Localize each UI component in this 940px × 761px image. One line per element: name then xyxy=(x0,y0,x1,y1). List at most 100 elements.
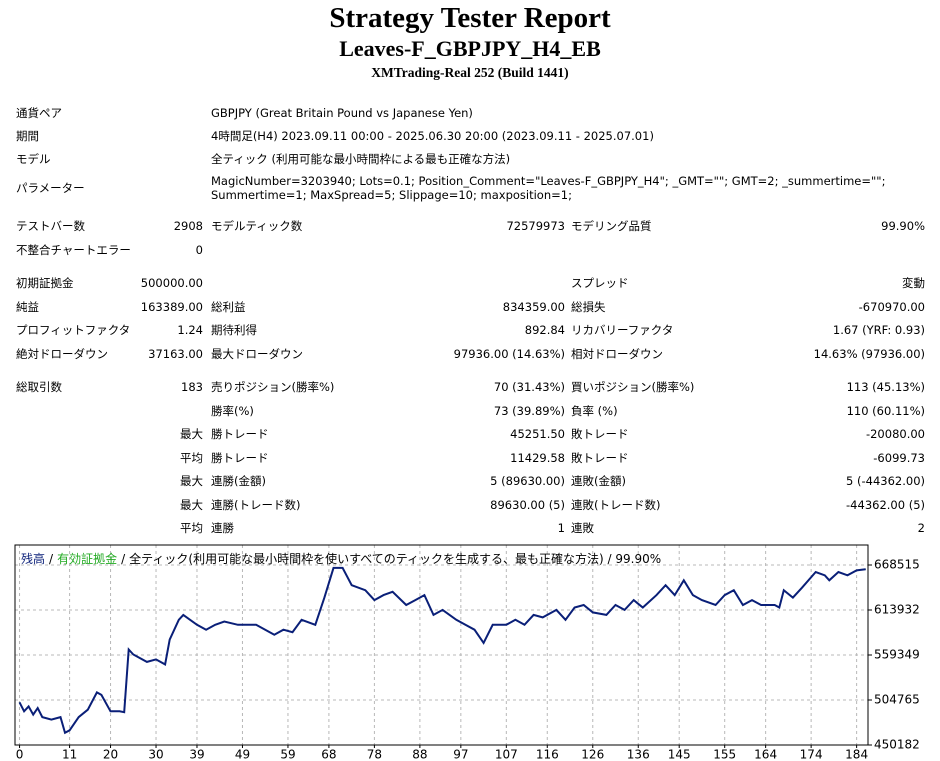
stat-value: 97936.00 (14.63%) xyxy=(453,346,565,361)
stat-value: 最大 xyxy=(180,497,203,512)
stat-label: 敗トレード xyxy=(571,450,629,465)
info-label: 通貨ペア xyxy=(16,106,62,120)
series-line xyxy=(18,567,866,734)
stat-label: 初期証拠金 xyxy=(16,276,74,290)
stat-value: 892.84 xyxy=(524,323,565,337)
stat-value: 平均 xyxy=(180,521,203,535)
stat-value: 14.63% (97936.00) xyxy=(813,346,925,361)
stat-value: 5 (-44362.00) xyxy=(846,474,925,488)
y-tick-label: 668515 xyxy=(874,558,920,572)
info-label: モデル xyxy=(16,152,51,166)
x-tick-label: 164 xyxy=(754,748,777,761)
x-tick-label: 11 xyxy=(62,748,77,761)
y-tick-label: 504765 xyxy=(874,693,920,707)
stat-label: 最大ドローダウン xyxy=(211,346,303,361)
info-value: 4時間足(H4) 2023.09.11 00:00 - 2025.06.30 2… xyxy=(211,129,654,143)
stat-label: プロフィットファクタ xyxy=(16,323,131,337)
stat-label: 連敗(金額) xyxy=(571,474,626,488)
stat-label: 総利益 xyxy=(211,299,246,314)
stat-label: 絶対ドローダウン xyxy=(16,346,108,361)
title: Strategy Tester Report xyxy=(329,2,611,34)
legend-separator: / xyxy=(121,552,126,566)
y-tick-label: 450182 xyxy=(874,738,920,752)
stat-value: 平均 xyxy=(180,450,203,465)
stat-label: 勝トレード xyxy=(211,427,269,441)
stat-value: 2908 xyxy=(173,219,203,233)
stat-label: 総取引数 xyxy=(16,380,62,394)
stat-label: 買いポジション(勝率%) xyxy=(571,380,695,394)
stat-value: 5 (89630.00) xyxy=(490,474,565,488)
stat-label: 連敗 xyxy=(571,521,594,535)
subtitle: Leaves-F_GBPJPY_H4_EB xyxy=(339,36,601,61)
stat-value: 500000.00 xyxy=(140,276,203,290)
stat-label: 勝率(%) xyxy=(211,403,254,418)
legend-entry: 残高 xyxy=(21,551,45,566)
stat-label: 負率 (%) xyxy=(571,403,618,418)
stat-value: 1 xyxy=(557,521,565,535)
stat-label: 勝トレード xyxy=(211,450,269,465)
stat-label: 相対ドローダウン xyxy=(571,346,663,361)
server: XMTrading-Real 252 (Build 1441) xyxy=(371,65,569,80)
info-label: パラメーター xyxy=(16,181,85,195)
legend: 残高 / 有効証拠金 / 全ティック(利用可能な最小時間枠を使いすべてのティックを生成す… xyxy=(21,551,661,566)
stat-value: 2 xyxy=(917,521,925,535)
plot-frame xyxy=(14,544,869,746)
x-tick-label: 145 xyxy=(668,748,691,761)
stat-label: 連敗(トレード数) xyxy=(571,497,661,512)
stat-label: 総損失 xyxy=(571,299,606,314)
x-tick-label: 39 xyxy=(189,748,204,761)
x-tick-label: 0 xyxy=(16,748,24,761)
stat-label: 期待利得 xyxy=(211,323,257,337)
info-value: GBPJPY (Great Britain Pound vs Japanese … xyxy=(211,106,473,120)
x-tick-label: 184 xyxy=(845,748,868,761)
stat-label: 売りポジション(勝率%) xyxy=(211,380,335,394)
stat-value: 45251.50 xyxy=(510,427,565,441)
stat-value: 変動 xyxy=(902,276,925,290)
info-value: MagicNumber=3203940; Lots=0.1; Position_… xyxy=(211,174,886,188)
stat-label: 連勝(金額) xyxy=(211,474,266,488)
stat-label: テストバー数 xyxy=(16,219,85,233)
stat-value: -6099.73 xyxy=(873,450,925,465)
x-tick-label: 107 xyxy=(495,748,518,761)
y-tick-label: 613932 xyxy=(874,603,920,617)
stat-value: 834359.00 xyxy=(502,299,565,314)
stat-label: 純益 xyxy=(16,299,39,314)
x-tick-label: 136 xyxy=(627,748,650,761)
stat-value: -670970.00 xyxy=(858,299,925,314)
legend-separator: / xyxy=(49,552,54,566)
stat-value: 11429.58 xyxy=(510,450,565,465)
x-tick-label: 174 xyxy=(800,748,823,761)
stat-label: 敗トレード xyxy=(571,427,629,441)
x-tick-label: 88 xyxy=(412,748,427,761)
stat-value: 1.67 (YRF: 0.93) xyxy=(832,323,925,337)
stat-value: -20080.00 xyxy=(865,427,925,441)
stat-value: -44362.00 (5) xyxy=(846,497,925,512)
x-tick-label: 126 xyxy=(581,748,604,761)
x-tick-label: 97 xyxy=(453,748,468,761)
stat-value: 最大 xyxy=(180,427,203,441)
x-tick-label: 116 xyxy=(536,748,559,761)
x-tick-label: 49 xyxy=(235,748,250,761)
stat-label: モデリング品質 xyxy=(571,219,652,233)
legend-entry: 有効証拠金 xyxy=(57,551,117,566)
info-value: 全ティック (利用可能な最小時間枠による最も正確な方法) xyxy=(211,152,511,166)
stat-value: 183 xyxy=(181,380,203,394)
x-tick-label: 78 xyxy=(367,748,382,761)
x-tick-label: 30 xyxy=(148,748,163,761)
info-value: Summertime=1; MaxSpread=5; Slippage=10; … xyxy=(211,188,572,202)
stat-label: リカバリーファクタ xyxy=(571,323,674,337)
stat-value: 89630.00 (5) xyxy=(490,497,565,512)
x-tick-label: 155 xyxy=(713,748,736,761)
x-tick-label: 59 xyxy=(280,748,295,761)
legend-note: 全ティック(利用可能な最小時間枠を使いすべてのティックを生成する、最も正確な方法… xyxy=(129,551,661,566)
info-label: 期間 xyxy=(16,129,39,143)
stat-value: 37163.00 xyxy=(148,346,203,361)
stat-label: 連勝(トレード数) xyxy=(211,497,301,512)
stat-value: 最大 xyxy=(180,474,203,488)
stat-value: 72579973 xyxy=(506,219,565,233)
stat-value: 73 (39.89%) xyxy=(493,403,565,418)
stat-value: 110 (60.11%) xyxy=(846,403,925,418)
series-line xyxy=(18,566,866,735)
x-tick-label: 68 xyxy=(321,748,336,761)
